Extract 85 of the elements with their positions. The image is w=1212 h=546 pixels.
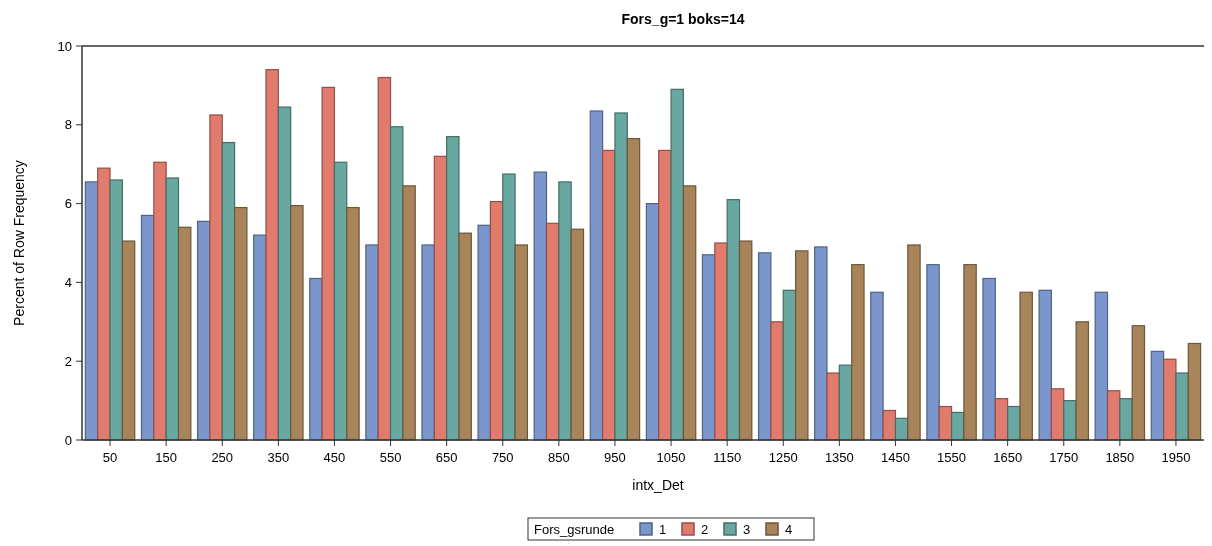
bar [1119, 398, 1133, 441]
y-tick-label: 2 [64, 353, 72, 369]
bar [826, 372, 840, 441]
bar [446, 136, 460, 441]
bar [1094, 291, 1109, 441]
x-tick-label: 350 [267, 450, 290, 465]
bar [221, 141, 236, 441]
bar [814, 246, 828, 441]
x-tick-label: 1850 [1105, 450, 1135, 465]
legend-label: 2 [701, 522, 709, 537]
y-axis-title: Percent of Row Frequency [11, 160, 27, 326]
bar [346, 206, 360, 441]
bar [402, 185, 416, 441]
bar [770, 321, 784, 441]
bar [121, 240, 136, 441]
x-tick-label: 750 [491, 450, 514, 465]
x-tick-label: 1150 [713, 450, 742, 465]
bar [1038, 289, 1053, 441]
bar [153, 161, 167, 441]
y-tick-label: 10 [57, 38, 72, 54]
bar [794, 250, 809, 441]
y-tick-label: 6 [64, 196, 72, 212]
bar [209, 114, 223, 441]
bar [882, 409, 897, 441]
bar [109, 179, 123, 441]
x-tick-label: 250 [211, 450, 234, 465]
bar [738, 240, 753, 441]
bar [177, 226, 192, 441]
x-tick-label: 950 [604, 450, 626, 465]
bar [1019, 291, 1033, 441]
bar [1175, 372, 1189, 441]
bar [626, 137, 641, 441]
bar [265, 69, 279, 441]
bar [614, 112, 628, 441]
bar [1131, 325, 1146, 441]
bar [277, 106, 292, 441]
chart-title: Fors_g=1 boks=14 [621, 11, 745, 27]
bar [926, 264, 940, 441]
x-tick-label: 1950 [1161, 450, 1191, 465]
bar [851, 264, 865, 441]
bar [389, 126, 404, 441]
x-tick-label: 450 [323, 450, 346, 465]
x-tick-label: 1450 [880, 450, 910, 465]
legend-label: 4 [785, 522, 793, 537]
bar [165, 177, 180, 441]
bar [290, 204, 304, 441]
bar [907, 244, 921, 441]
x-tick-label: 550 [379, 450, 402, 465]
bar [365, 244, 379, 441]
bar [533, 171, 548, 441]
bar [321, 86, 336, 441]
legend-title: Fors_gsrunde [534, 522, 615, 537]
bar [458, 232, 472, 441]
x-tick-label: 1050 [656, 450, 686, 465]
x-tick-label: 1750 [1049, 450, 1079, 465]
bar [682, 185, 697, 441]
legend-label: 3 [743, 522, 751, 537]
bar [421, 244, 435, 441]
bar [558, 181, 572, 441]
x-tick-label: 50 [102, 450, 118, 465]
x-tick-label: 1550 [937, 450, 967, 465]
bar [1075, 321, 1090, 441]
x-tick-label: 1650 [993, 450, 1023, 465]
bar [514, 244, 529, 441]
bar [477, 224, 492, 441]
bar [963, 264, 977, 441]
bar [670, 88, 684, 441]
bar [502, 173, 516, 441]
bar [570, 228, 585, 441]
bar [757, 252, 772, 441]
bar [1187, 342, 1202, 441]
x-tick-label: 850 [548, 450, 570, 465]
y-tick-label: 0 [64, 432, 72, 448]
y-tick-label: 4 [64, 274, 72, 290]
x-axis-title: intx_Det [632, 477, 684, 493]
x-tick-label: 650 [435, 450, 458, 465]
x-tick-label: 1350 [824, 450, 854, 465]
y-tick-label: 8 [64, 117, 72, 133]
bar [714, 242, 728, 441]
x-tick-label: 150 [155, 450, 177, 465]
bar [870, 291, 884, 441]
x-tick-label: 1250 [768, 450, 798, 465]
bar [982, 277, 996, 441]
legend-label: 1 [659, 522, 667, 537]
bar [233, 206, 248, 441]
